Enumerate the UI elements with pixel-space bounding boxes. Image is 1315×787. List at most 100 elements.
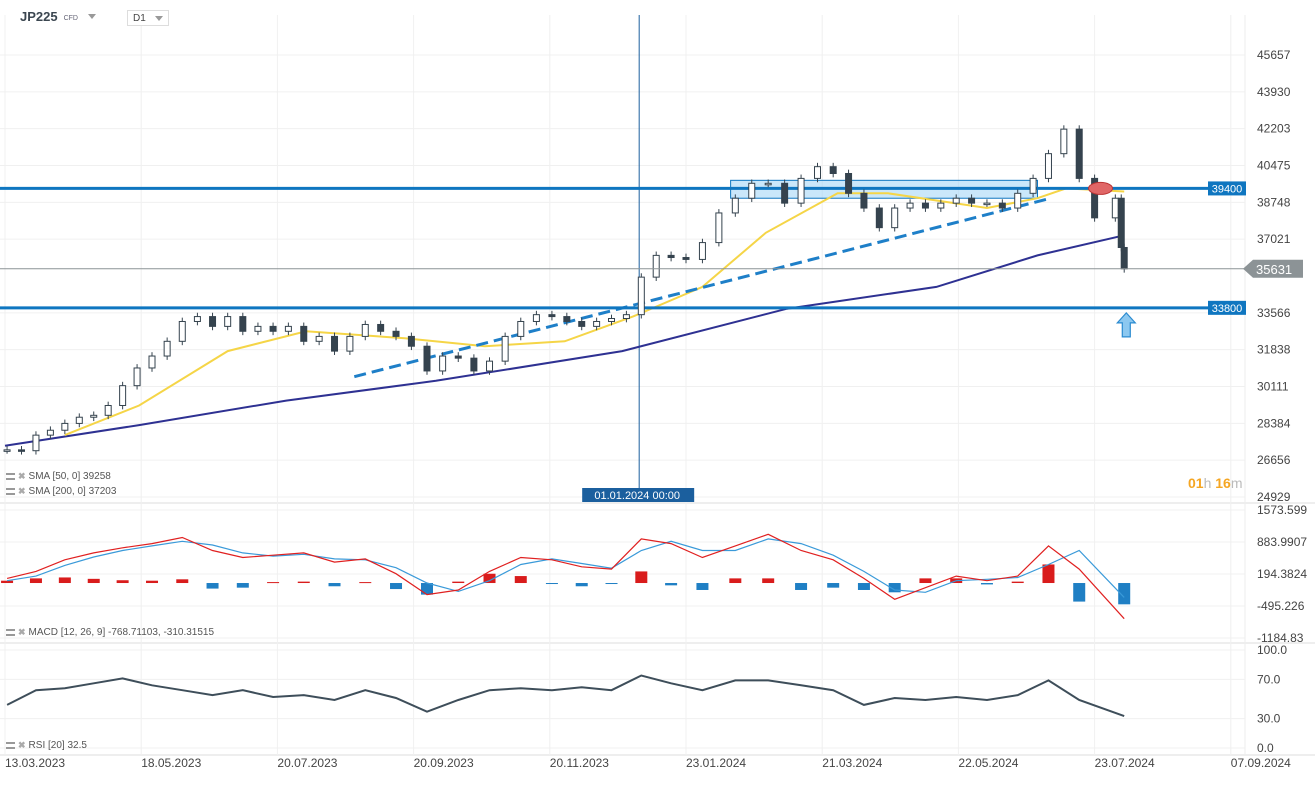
price-axis-tick: 40475: [1257, 159, 1291, 173]
symbol-selector[interactable]: JP225 CFD: [20, 9, 96, 24]
legend-sma50-text: SMA [50, 0] 39258: [28, 471, 111, 482]
candle-body: [470, 357, 478, 372]
candle-body: [797, 177, 805, 204]
candle-body: [315, 335, 323, 342]
candle-body: [439, 355, 447, 372]
close-icon[interactable]: ✖: [18, 740, 26, 750]
candle-body: [891, 207, 899, 229]
candle-body: [1044, 153, 1052, 179]
last-price-tag: [1243, 259, 1303, 278]
time-axis-tick: 21.03.2024: [822, 756, 882, 770]
price-axis-tick: 45657: [1257, 48, 1291, 62]
macd-histogram-bar: [762, 578, 775, 584]
marker-ellipse: [1088, 181, 1114, 195]
close-icon[interactable]: ✖: [18, 471, 26, 481]
macd-histogram-bar: [575, 583, 588, 587]
close-icon[interactable]: ✖: [18, 627, 26, 637]
candle-body: [346, 335, 354, 352]
close-icon[interactable]: ✖: [18, 486, 26, 496]
candle-body: [331, 335, 339, 352]
candle-body: [1117, 197, 1125, 248]
candle-body: [781, 182, 789, 204]
rsi-axis-tick: 70.0: [1257, 672, 1281, 686]
macd-histogram-bar: [605, 583, 618, 585]
candle-body: [517, 320, 525, 337]
candle-body: [193, 316, 201, 322]
sma200-line: [4, 234, 1125, 447]
countdown-m-unit: m: [1230, 475, 1243, 491]
candle-body: [32, 434, 40, 452]
candle-body: [300, 325, 308, 342]
crosshair-date-bg: [582, 488, 695, 502]
price-axis-tick: 28384: [1257, 416, 1291, 430]
symbol-name: JP225: [20, 9, 58, 24]
candle-body: [1120, 246, 1128, 270]
candle-body: [407, 335, 415, 347]
candle-body: [608, 317, 616, 322]
candle-countdown: 01h 16m: [1188, 475, 1243, 491]
candle-body: [269, 325, 277, 332]
macd-histogram-bar: [545, 583, 558, 585]
macd-histogram-bar: [359, 582, 372, 584]
candle-body: [532, 314, 540, 322]
time-axis-tick: 22.05.2024: [958, 756, 1018, 770]
candle-body: [637, 276, 645, 316]
rsi-axis-tick: 100.0: [1257, 643, 1287, 657]
macd-histogram-bar: [514, 576, 527, 584]
price-axis-tick: 31838: [1257, 343, 1291, 357]
macd-histogram-bar: [795, 583, 808, 590]
level-label-bg: [1208, 300, 1246, 315]
candle-body: [875, 207, 883, 229]
candle-body: [829, 166, 837, 174]
candle-body: [18, 449, 26, 452]
candle-body: [998, 202, 1006, 209]
trendline: [353, 196, 1052, 379]
menu-icon[interactable]: [6, 742, 15, 749]
macd-histogram-bar: [1, 580, 14, 584]
legend-macd-text: MACD [12, 26, 9] -768.71103, -310.31515: [28, 627, 215, 638]
macd-histogram-bar: [888, 583, 901, 593]
macd-histogram-bar: [452, 581, 465, 584]
candle-body: [968, 197, 976, 204]
rsi-axis-tick: 0.0: [1257, 741, 1274, 755]
macd-histogram-bar: [146, 580, 159, 584]
macd-histogram-bar: [635, 571, 648, 584]
macd-histogram-bar: [696, 583, 709, 590]
candle-body: [148, 355, 156, 369]
candle-body: [75, 416, 83, 424]
candle-body: [764, 182, 772, 186]
menu-icon[interactable]: [6, 488, 15, 495]
candle-body: [563, 316, 571, 322]
chevron-down-icon[interactable]: [87, 14, 96, 19]
candle-body: [104, 404, 112, 416]
macd-histogram-bar: [116, 580, 129, 584]
price-axis-tick: 33566: [1257, 306, 1291, 320]
time-axis-tick: 20.09.2023: [414, 756, 474, 770]
menu-icon[interactable]: [6, 473, 15, 480]
candle-body: [748, 182, 756, 199]
menu-icon[interactable]: [6, 629, 15, 636]
candle-body: [715, 212, 723, 244]
macd-axis-tick: 883.9907: [1257, 535, 1307, 549]
candle-body: [1075, 128, 1083, 179]
macd-axis-tick: -495.226: [1257, 599, 1305, 613]
timeframe-value: D1: [133, 12, 146, 24]
time-axis-tick: 20.11.2023: [550, 756, 609, 770]
crosshair-date-label: 01.01.2024 00:00: [594, 490, 680, 502]
candle-body: [667, 254, 675, 259]
timeframe-select[interactable]: D1: [127, 10, 169, 26]
countdown-h-unit: h: [1203, 475, 1212, 491]
candle-body: [224, 316, 232, 327]
macd-histogram-bar: [206, 583, 219, 589]
macd-histogram-bar: [176, 579, 189, 584]
candle-body: [1111, 197, 1119, 219]
time-axis-tick: 07.09.2024: [1231, 756, 1291, 770]
candle-body: [593, 320, 601, 327]
macd-line: [6, 533, 1125, 620]
time-axis-tick: 13.03.2023: [5, 756, 65, 770]
macd-histogram-bar: [919, 578, 932, 584]
macd-histogram-bar: [857, 583, 870, 590]
macd-histogram-bar: [1042, 564, 1055, 584]
price-axis-tick: 24929: [1257, 490, 1291, 504]
